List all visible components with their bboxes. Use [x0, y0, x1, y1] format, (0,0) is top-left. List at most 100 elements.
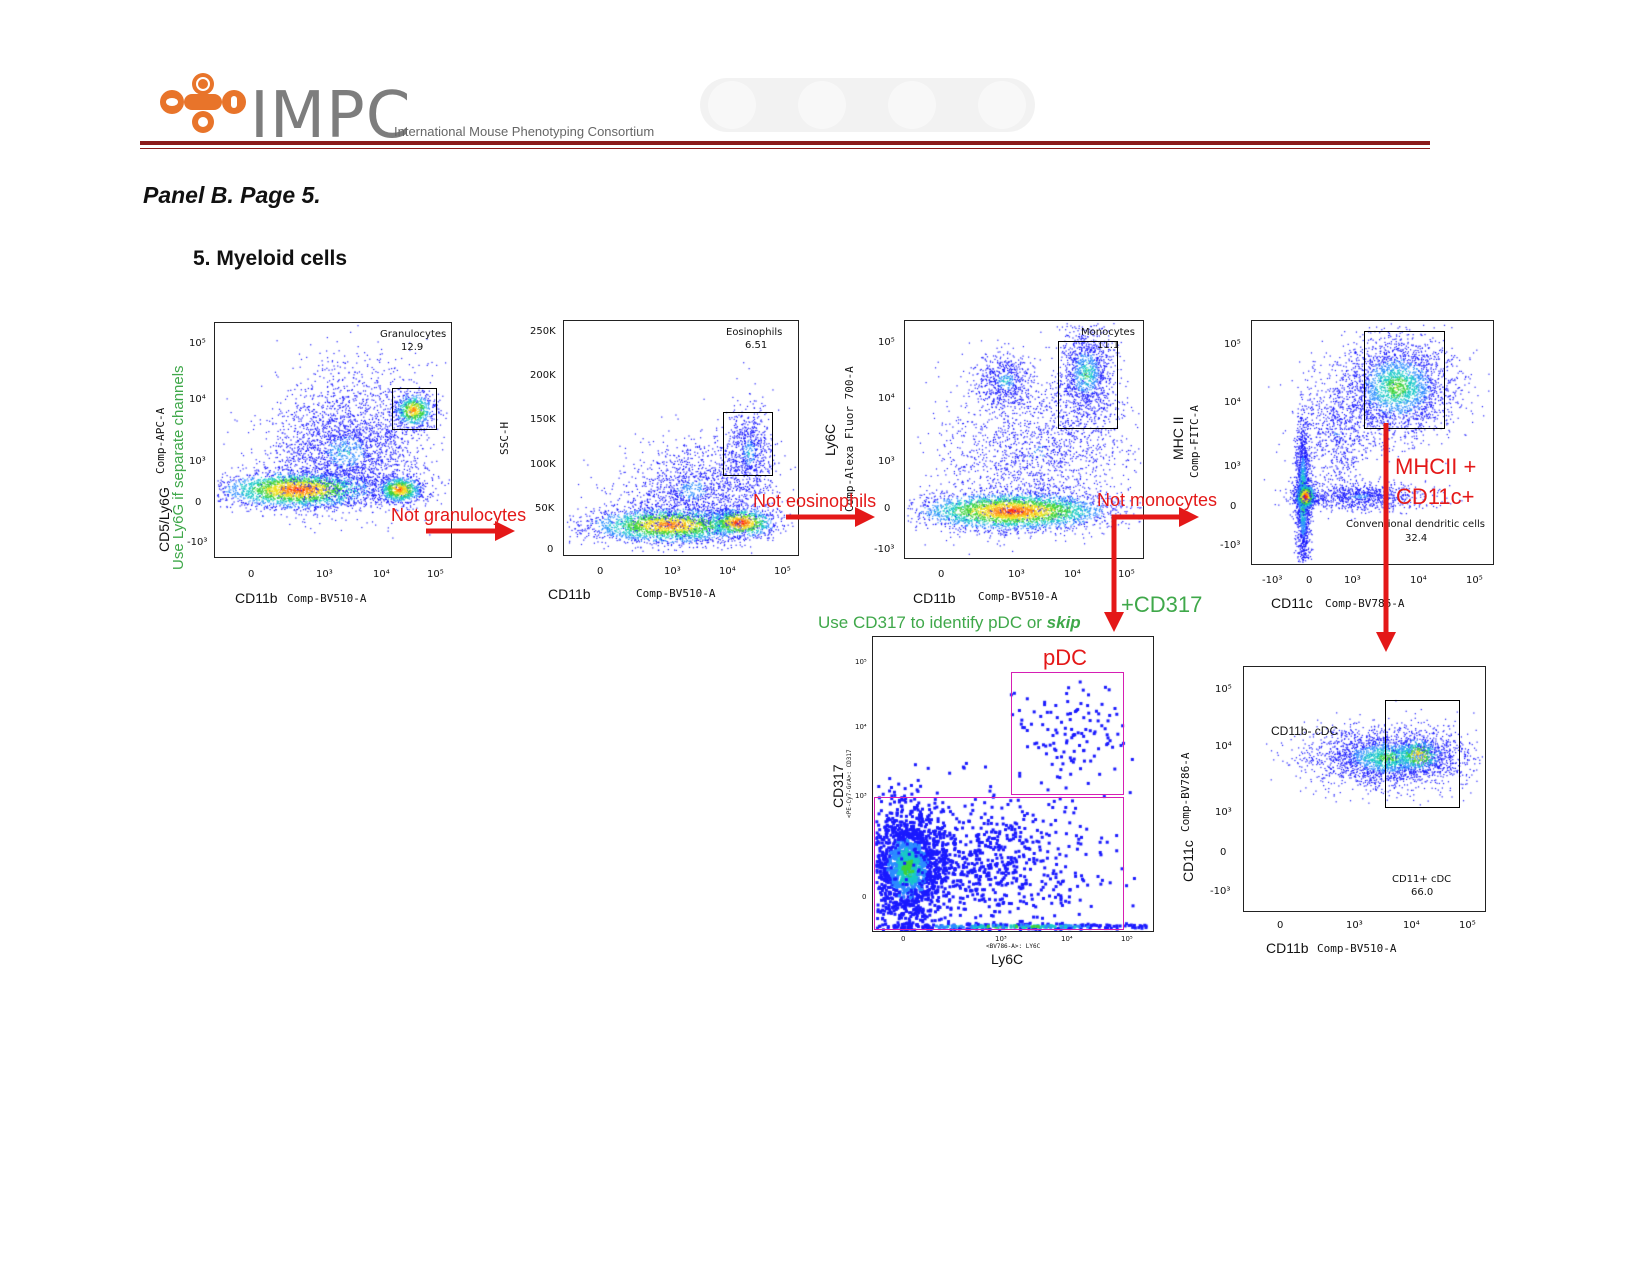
monocytes-gate-name: Monocytes — [1081, 327, 1135, 338]
x-tick: 0 — [597, 566, 604, 577]
not-eosinophils-label: Not eosinophils — [753, 491, 877, 511]
conventional-dc-plot — [1251, 320, 1494, 565]
cd11b-cdc-gate — [1385, 700, 1460, 808]
plus-cd317-label: +CD317 — [1121, 592, 1203, 617]
monocytes-gate — [1058, 341, 1118, 429]
y-axis-channel: Comp-APC-A — [154, 407, 167, 474]
x-tick: 0 — [248, 569, 255, 580]
y-tick: -10³ — [1220, 540, 1241, 551]
y-tick: 200K — [530, 370, 556, 381]
y-tick: 10⁴ — [855, 723, 867, 731]
x-axis-channel: Comp-BV510-A — [636, 587, 716, 600]
y-tick: 0 — [884, 503, 891, 514]
conventional-dc-gate-value: 32.4 — [1405, 533, 1428, 544]
x-axis-label: CD11c — [1271, 595, 1313, 611]
y-tick: 250K — [530, 326, 556, 337]
not-granulocytes-label: Not granulocytes — [391, 505, 527, 525]
x-axis-channel: Comp-BV786-A — [1325, 597, 1405, 610]
x-axis-label: Ly6C — [991, 951, 1024, 967]
y-tick: 100K — [530, 459, 556, 470]
x-tick: 10⁵ — [427, 569, 444, 580]
y-tick: 150K — [530, 414, 556, 425]
x-tick: 10³ — [995, 935, 1007, 943]
x-tick: 10⁵ — [1466, 575, 1483, 586]
x-tick: 0 — [1306, 575, 1313, 586]
y-axis-label: MHC II — [1170, 416, 1186, 460]
x-tick: 10⁵ — [774, 566, 791, 577]
y-tick: 10⁴ — [1215, 741, 1232, 752]
logo-subtitle: International Mouse Phenotyping Consorti… — [394, 124, 655, 139]
y-tick: -10³ — [874, 544, 895, 555]
x-tick: 10⁴ — [719, 566, 736, 577]
header-rule-thin — [140, 148, 1430, 149]
header-rule — [140, 141, 1430, 145]
granulocytes-gate — [392, 388, 437, 430]
x-axis-label: CD11b — [548, 586, 591, 602]
x-tick: 10⁴ — [1403, 920, 1420, 931]
x-tick: 10⁴ — [1061, 935, 1073, 943]
y-axis-label: CD11c — [1180, 840, 1196, 882]
y-tick: 10³ — [1224, 461, 1241, 472]
conventional-dc-gate-name: Conventional dendritic cells — [1346, 519, 1485, 530]
pdc-gate — [1011, 672, 1124, 795]
pdc-plot — [872, 636, 1154, 932]
x-tick: 10³ — [316, 569, 333, 580]
x-tick: 10⁵ — [1118, 569, 1135, 580]
y-tick: 50K — [535, 503, 555, 514]
y-tick: 10⁴ — [878, 393, 895, 404]
y-tick: 10⁵ — [189, 338, 206, 349]
y-tick: 10⁴ — [1224, 397, 1241, 408]
y-tick: -10³ — [1210, 886, 1231, 897]
x-axis-channel: <BV786-A>: LY6C — [986, 943, 1041, 950]
granulocytes-gate-name: Granulocytes — [380, 329, 447, 340]
y-tick: 0 — [862, 893, 867, 901]
use-cd317-note-text: Use CD317 to identify pDC or — [818, 613, 1042, 632]
x-axis-label: CD11b — [1266, 940, 1309, 956]
x-tick: 10⁴ — [1064, 569, 1081, 580]
panel-heading: Panel B. Page 5. — [143, 182, 321, 208]
cd11b-cdc-gate-value: 66.0 — [1411, 887, 1434, 898]
y-axis-note: Use Ly6G if separate channels — [170, 365, 187, 570]
y-tick: 0 — [195, 497, 202, 508]
x-tick: 10³ — [664, 566, 681, 577]
granulocytes-gate-value: 12.9 — [401, 342, 424, 353]
y-tick: 0 — [1230, 501, 1237, 512]
non-pdc-gate — [874, 797, 1124, 930]
eosinophils-gate-value: 6.51 — [745, 340, 768, 351]
y-tick: 10³ — [878, 456, 895, 467]
conventional-dc-gate — [1364, 331, 1445, 429]
cd11b-neg-cdc-label: CD11b- cDC — [1271, 724, 1339, 738]
x-axis-label: CD11b — [235, 590, 278, 606]
y-tick: 10⁵ — [1215, 684, 1232, 695]
skip-emphasis: skip — [1046, 613, 1081, 632]
logo-watermark — [700, 74, 1035, 136]
x-tick: 0 — [901, 935, 906, 943]
x-axis-channel: Comp-BV510-A — [978, 590, 1058, 603]
y-tick: -10³ — [187, 537, 208, 548]
x-tick: 10⁴ — [373, 569, 390, 580]
logo-wordmark: IMPC — [250, 79, 412, 153]
y-axis-channel: Comp-BV786-A — [1179, 752, 1192, 832]
y-tick: 10⁵ — [855, 658, 867, 666]
y-tick: 10⁴ — [189, 394, 206, 405]
x-tick: 0 — [938, 569, 945, 580]
x-tick: 0 — [1277, 920, 1284, 931]
y-tick: 10³ — [855, 792, 867, 800]
eosinophils-plot — [563, 320, 799, 556]
y-tick: 0 — [547, 544, 554, 555]
y-tick: 10³ — [189, 456, 206, 467]
monocytes-gate-value: 11.1 — [1097, 340, 1120, 351]
y-axis-channel: <PE-Cy7-GrA>: CD317 — [846, 749, 853, 818]
y-axis-label: SSC-H — [498, 421, 511, 455]
x-tick: 10³ — [1008, 569, 1025, 580]
x-tick: 10³ — [1344, 575, 1361, 586]
x-tick: 10³ — [1346, 920, 1363, 931]
y-tick: 10³ — [1215, 807, 1232, 818]
pdc-gate-name: pDC — [1043, 645, 1088, 670]
y-tick: 0 — [1220, 847, 1227, 858]
x-axis-channel: Comp-BV510-A — [287, 592, 367, 605]
mhcii-label-line2: CD11c+ — [1396, 484, 1475, 509]
x-tick: 10⁵ — [1459, 920, 1476, 931]
use-cd317-note: Use CD317 to identify pDC or skip — [818, 613, 1081, 633]
y-axis-label: CD317 — [830, 764, 846, 808]
